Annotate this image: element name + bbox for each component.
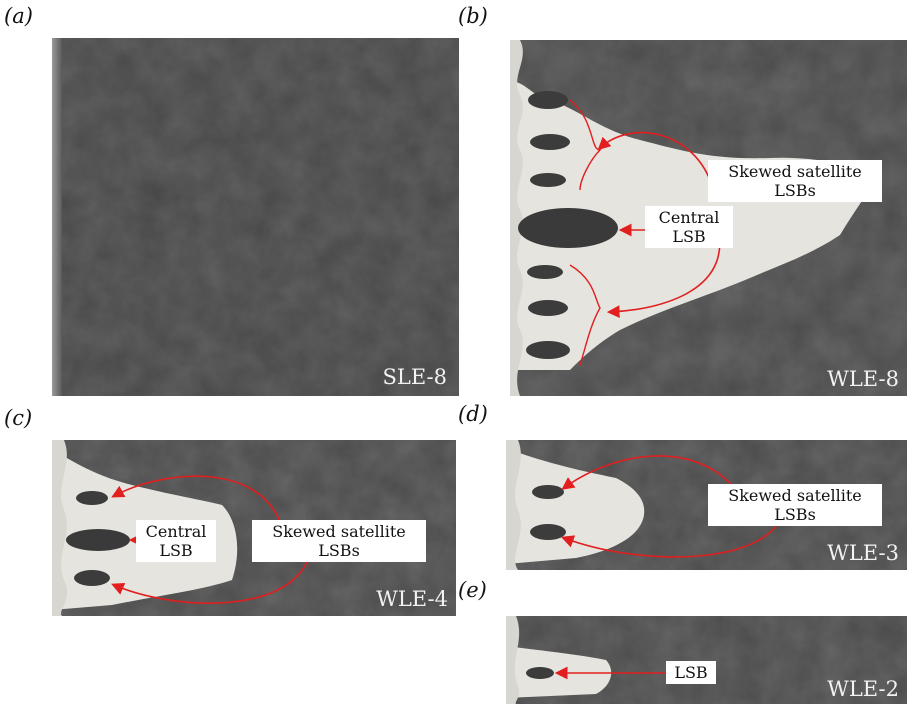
panel-c-central-lsb bbox=[66, 529, 130, 551]
panel-e-lsb-box: LSB bbox=[666, 661, 716, 684]
panel-e-case-label: WLE-2 bbox=[827, 677, 899, 701]
panel-d-leading-edge bbox=[506, 440, 521, 570]
panel-b-satellite-lsb-1 bbox=[528, 91, 568, 109]
panel-c-image: Central LSB Skewed satellite LSBs WLE-4 bbox=[52, 440, 456, 616]
panel-e-lsb bbox=[526, 667, 554, 679]
panel-b-central-lsb bbox=[518, 208, 618, 248]
panel-c-satellite-box: Skewed satellite LSBs bbox=[252, 520, 426, 562]
panel-b-case-label: WLE-8 bbox=[827, 367, 899, 391]
panel-e-surface bbox=[506, 616, 907, 704]
panel-d-image: Skewed satellite LSBs WLE-3 bbox=[506, 440, 907, 570]
panel-d-arrow-lower bbox=[561, 525, 777, 558]
panel-d-satellite-text-2: LSBs bbox=[774, 505, 816, 524]
panel-c-satellite-lsb-2 bbox=[74, 570, 110, 586]
panel-b-label: (b) bbox=[458, 4, 488, 28]
panel-b-central-text-2: LSB bbox=[672, 227, 706, 246]
panel-d-case-label: WLE-3 bbox=[827, 541, 899, 565]
panel-d-label: (d) bbox=[458, 402, 488, 426]
panel-d-satellite-lsb-2 bbox=[530, 524, 566, 540]
panel-b-satellite-lsb-4 bbox=[527, 265, 563, 279]
panel-b-satellite-lsb-5 bbox=[528, 300, 568, 316]
panel-b-central-text-1: Central bbox=[658, 208, 720, 227]
panel-c-satellite-lsb-1 bbox=[76, 491, 108, 505]
panel-b-leading-edge bbox=[510, 40, 523, 396]
panel-b-satellite-box: Skewed satellite LSBs bbox=[708, 160, 882, 202]
panel-c-central-box: Central LSB bbox=[136, 520, 216, 562]
panel-e-image: LSB WLE-2 bbox=[506, 616, 907, 704]
panel-b-split-lower bbox=[569, 264, 601, 366]
panel-d-satellite-lsb-1 bbox=[532, 485, 564, 499]
panel-c-central-text-2: LSB bbox=[159, 541, 193, 560]
panel-c-arrow-upper bbox=[111, 475, 283, 529]
panel-e-lsb-text: LSB bbox=[674, 663, 708, 682]
panel-c-label: (c) bbox=[4, 406, 33, 430]
panel-c-central-text-1: Central bbox=[145, 522, 207, 541]
panel-a-label: (a) bbox=[4, 4, 33, 28]
panel-b-arrow-upper bbox=[597, 131, 711, 181]
panel-a-surface bbox=[52, 38, 459, 396]
panel-b-satellite-lsb-2 bbox=[530, 134, 570, 150]
panel-c-satellite-text-1: Skewed satellite bbox=[272, 522, 406, 541]
panel-c-leading-edge bbox=[52, 440, 68, 616]
panel-e-label: (e) bbox=[458, 578, 487, 602]
panel-d-arrow-upper bbox=[561, 455, 737, 491]
panel-d-satellite-text-1: Skewed satellite bbox=[728, 486, 862, 505]
panel-a-image: SLE-8 bbox=[52, 38, 459, 396]
panel-b-satellite-lsb-3 bbox=[530, 173, 566, 187]
panel-b-split-upper bbox=[569, 99, 602, 191]
panel-a-case-label: SLE-8 bbox=[382, 365, 447, 389]
panel-b-satellite-text-2: LSBs bbox=[774, 181, 816, 200]
panel-b-satellite-lsb-6 bbox=[526, 341, 570, 359]
panel-c-case-label: WLE-4 bbox=[376, 587, 448, 611]
panel-c-satellite-text-2: LSBs bbox=[318, 541, 360, 560]
panel-b-central-box: Central LSB bbox=[645, 206, 733, 248]
panel-b-image: Skewed satellite LSBs Central LSB WLE-8 bbox=[510, 40, 907, 396]
panel-e-leading-edge bbox=[506, 616, 520, 704]
panel-d-satellite-box: Skewed satellite LSBs bbox=[708, 484, 882, 526]
panel-c-arrow-lower bbox=[111, 561, 308, 604]
panel-b-satellite-text-1: Skewed satellite bbox=[728, 162, 862, 181]
